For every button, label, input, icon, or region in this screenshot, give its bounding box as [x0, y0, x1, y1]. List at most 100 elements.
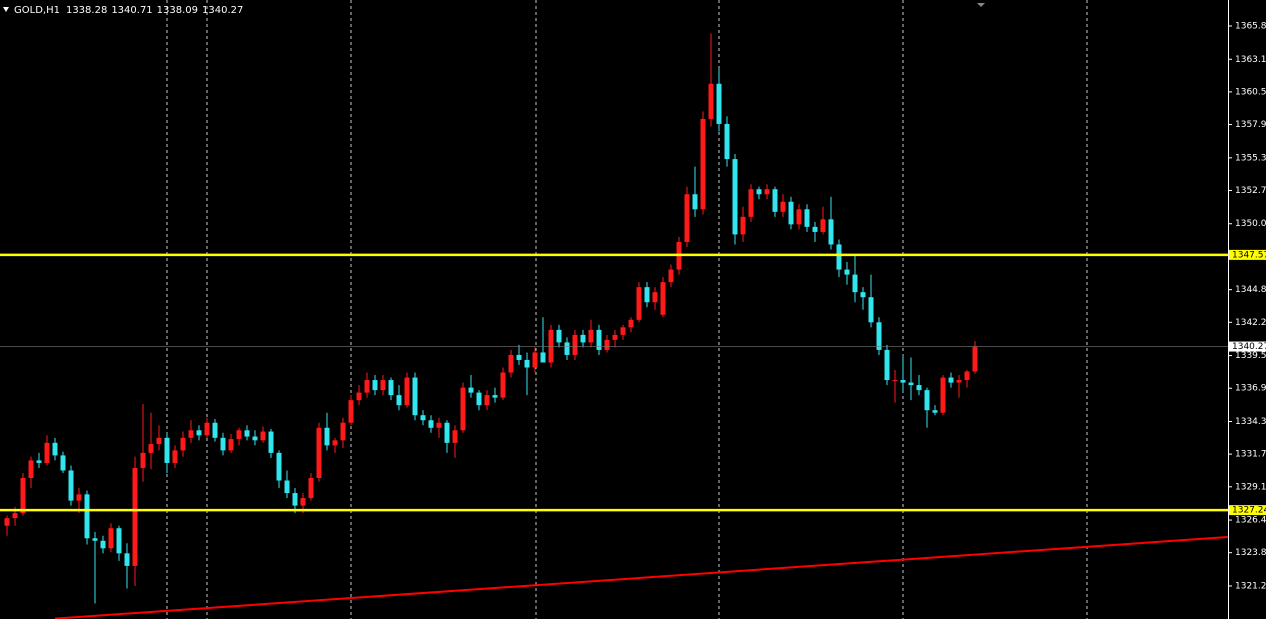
candle-body — [532, 352, 538, 368]
candle-body — [180, 437, 186, 451]
candle-body — [396, 395, 402, 406]
candle-body — [548, 329, 554, 363]
candle-body — [644, 287, 650, 303]
candle-body — [628, 319, 634, 328]
candle-body — [364, 380, 370, 393]
candle-body — [260, 431, 266, 441]
header-high: 1340.71 — [111, 5, 152, 16]
level-box — [1229, 505, 1266, 516]
header-arrow — [3, 7, 9, 12]
candle-body — [108, 528, 114, 549]
current-price-label: 1340.27 — [1232, 342, 1266, 352]
candle-body — [692, 194, 698, 210]
candle-body — [500, 372, 506, 398]
y-tick-label: 1360.55 — [1235, 87, 1266, 97]
candle-body — [612, 334, 618, 340]
y-tick-label: 1363.15 — [1235, 55, 1266, 65]
candle-body — [60, 455, 66, 471]
header-low: 1338.09 — [157, 5, 198, 16]
candle-body — [492, 395, 498, 398]
candle-body — [148, 444, 154, 453]
y-tick-label: 1334.30 — [1235, 417, 1266, 427]
candle-body — [748, 189, 754, 217]
candle-body — [740, 216, 746, 235]
y-tick-label: 1323.85 — [1235, 548, 1266, 558]
header-close: 1340.27 — [202, 5, 243, 16]
candle-body — [428, 420, 434, 428]
candle-body — [716, 83, 722, 124]
y-tick-label: 1339.55 — [1235, 351, 1266, 361]
candle-body — [140, 452, 146, 468]
candle-body — [796, 209, 802, 225]
candle-body — [332, 440, 338, 446]
candle-body — [84, 494, 90, 539]
candle-body — [388, 380, 394, 396]
candle-body — [852, 274, 858, 293]
y-tick-label: 1350.05 — [1235, 219, 1266, 229]
candle-body — [204, 422, 210, 436]
candle-body — [932, 410, 938, 413]
candle-body — [164, 437, 170, 463]
candle-body — [468, 387, 474, 393]
candle-body — [972, 346, 978, 372]
candle-body — [948, 377, 954, 383]
y-tick-label: 1352.70 — [1235, 186, 1266, 196]
candle-body — [484, 395, 490, 406]
candle-body — [420, 415, 426, 421]
candle-body — [764, 189, 770, 195]
candle-body — [196, 430, 202, 436]
level-label: 1347.57 — [1232, 250, 1266, 260]
candle-body — [436, 422, 442, 428]
candle-body — [700, 118, 706, 210]
candle-body — [516, 354, 522, 360]
candle-body — [284, 480, 290, 494]
candle-body — [596, 329, 602, 350]
candle-body — [908, 382, 914, 386]
candle-body — [372, 380, 378, 391]
candle-body — [564, 342, 570, 355]
candle-body — [916, 385, 922, 391]
candle-body — [116, 528, 122, 554]
candle-body — [92, 538, 98, 541]
candle-body — [724, 123, 730, 160]
candle-body — [940, 377, 946, 413]
chart-header: GOLD,H1 1338.28 1340.71 1338.09 1340.27 — [14, 5, 243, 16]
candle-body — [348, 400, 354, 423]
candle-body — [900, 380, 906, 383]
y-tick-label: 1365.80 — [1235, 21, 1266, 31]
candle-body — [780, 201, 786, 212]
candle-body — [668, 269, 674, 283]
candle-body — [756, 189, 762, 195]
candle-body — [188, 430, 194, 438]
candle-body — [860, 292, 866, 298]
candle-body — [100, 540, 106, 549]
candle-body — [308, 477, 314, 499]
candle-body — [876, 322, 882, 350]
candle-body — [580, 334, 586, 343]
candle-body — [236, 430, 242, 440]
candle-body — [356, 392, 362, 401]
candle-body — [708, 83, 714, 119]
candle-body — [316, 427, 322, 478]
candle-body — [660, 282, 666, 315]
y-tick-label: 1331.70 — [1235, 450, 1266, 460]
candle-body — [300, 498, 306, 506]
candle-body — [36, 460, 42, 463]
candle-body — [340, 422, 346, 441]
candle-body — [12, 513, 18, 519]
candle-body — [276, 452, 282, 481]
y-tick-label: 1329.10 — [1235, 482, 1266, 492]
candle-body — [588, 329, 594, 343]
candle-body — [964, 371, 970, 381]
candle-body — [620, 327, 626, 335]
candle-body — [540, 352, 546, 363]
candle-body — [836, 244, 842, 270]
candle-body — [524, 359, 530, 368]
candle-body — [212, 422, 218, 438]
candle-body — [292, 493, 298, 506]
candle-body — [412, 377, 418, 416]
candle-body — [892, 380, 898, 382]
candle-body — [4, 518, 10, 526]
